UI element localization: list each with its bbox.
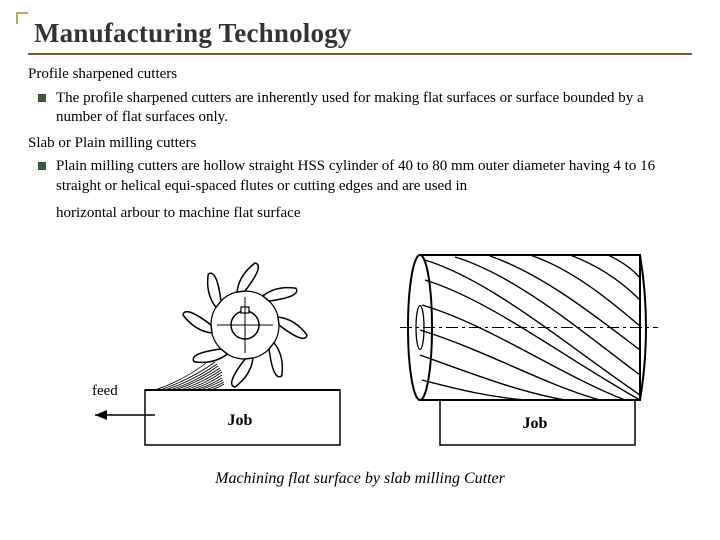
section2-bullet-text: Plain milling cutters are hollow straigh… [56,157,692,196]
figure-caption: Machining flat surface by slab milling C… [28,469,692,490]
section1-bullet-row: The profile sharpened cutters are inhere… [38,89,692,128]
slab-milling-figure: Job [60,230,660,465]
section1-bullet-text: The profile sharpened cutters are inhere… [56,89,692,128]
job-label-right: Job [523,415,548,432]
feed-label: feed [92,383,118,399]
job-label-left: Job [228,412,253,429]
title-underline [28,53,692,55]
section1-heading: Profile sharpened cutters [28,65,692,85]
section2-bullet-cont-row: horizontal arbour to machine flat surfac… [38,204,692,224]
section2-bullet-cont: horizontal arbour to machine flat surfac… [56,204,692,224]
content-body: Profile sharpened cutters The profile sh… [28,65,692,489]
section2-bullet-row: Plain milling cutters are hollow straigh… [38,157,692,196]
slide-corner-mark [16,12,28,24]
section2-heading: Slab or Plain milling cutters [28,134,692,154]
bullet-square-icon [38,162,46,170]
bullet-square-icon [38,94,46,102]
figure-area: Job [28,230,692,465]
page-title: Manufacturing Technology [34,18,692,49]
